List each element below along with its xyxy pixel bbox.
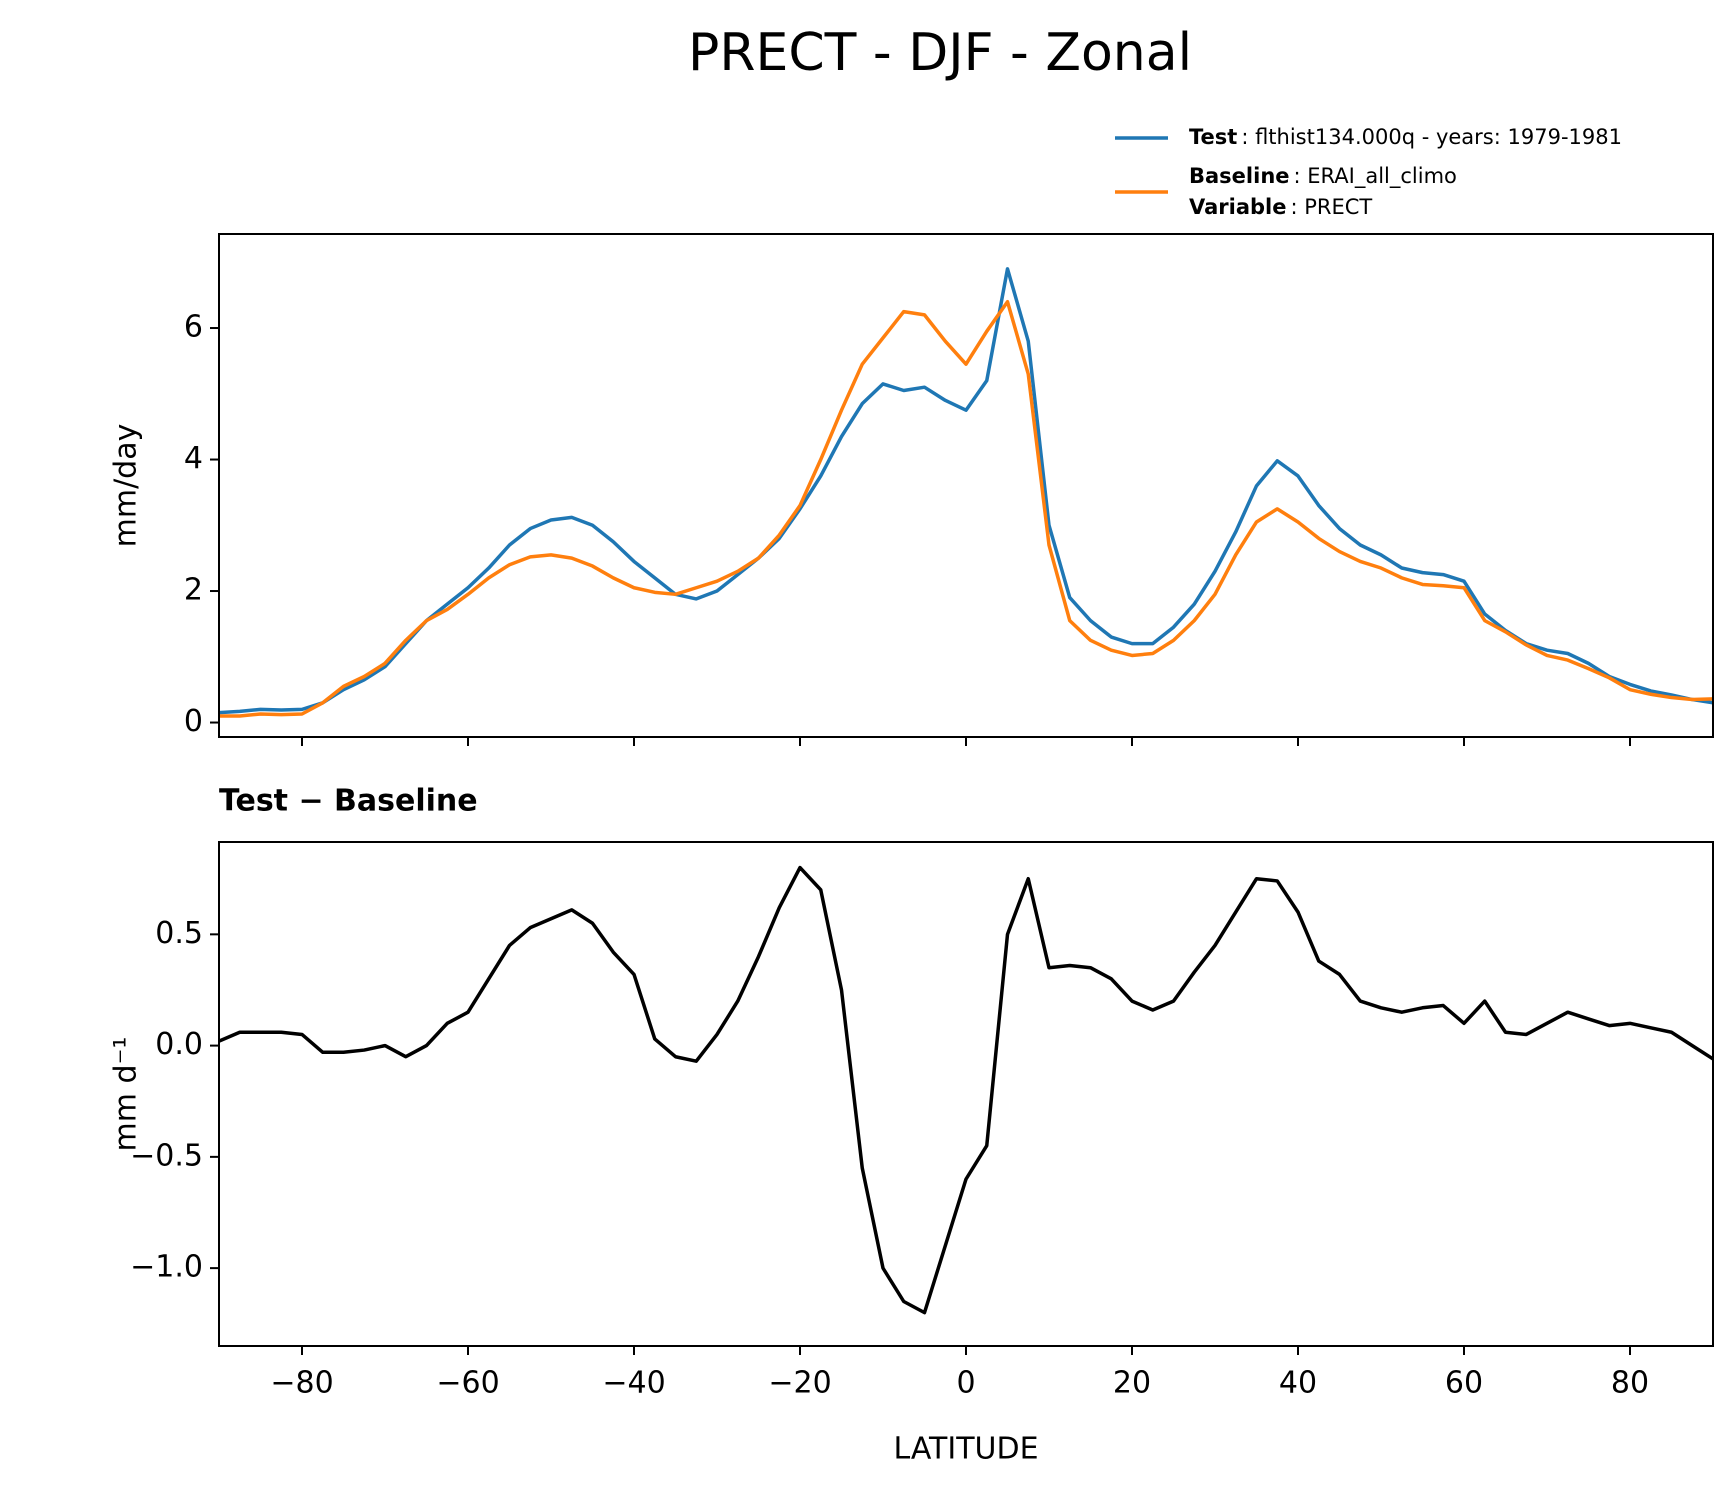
legend-text: : ERAI_all_climo (1294, 164, 1457, 189)
x-tick-label: −40 (602, 1366, 665, 1401)
y-tick-label: 0 (184, 704, 203, 739)
x-tick-label: 0 (956, 1366, 975, 1401)
y-tick-label: 0.5 (155, 916, 203, 951)
x-tick-label: −80 (270, 1366, 333, 1401)
y-tick-label: −0.5 (130, 1138, 203, 1173)
legend-name: Test (1189, 125, 1237, 149)
x-tick-label: −60 (436, 1366, 499, 1401)
data-line (219, 299, 1713, 718)
y-axis-label: mm/day (109, 424, 144, 548)
axes-frame (218, 841, 1714, 1347)
legend-name: Variable (1189, 195, 1286, 219)
x-tick-label: 40 (1279, 1366, 1317, 1401)
y-tick-label: 6 (184, 310, 203, 345)
x-tick-label: 20 (1113, 1366, 1151, 1401)
y-tick-label: 4 (184, 441, 203, 476)
legend-entry: Test: flthist134.000q - years: 1979-1981 (1189, 125, 1622, 149)
legend-entry: Baseline: ERAI_all_climo (1189, 164, 1457, 189)
axes-title: Test − Baseline (219, 784, 478, 819)
y-tick-label: 2 (184, 573, 203, 608)
y-axis-label: mm d⁻¹ (109, 1037, 144, 1152)
figure-title: PRECT - DJF - Zonal (688, 23, 1192, 83)
plot-area (219, 865, 1713, 1315)
legend-name: Baseline (1189, 164, 1290, 188)
legend-text: : flthist134.000q - years: 1979-1981 (1241, 125, 1622, 149)
y-tick-label: −1.0 (130, 1250, 203, 1285)
plot-area (219, 267, 1713, 718)
x-axis-label: LATITUDE (893, 1432, 1038, 1467)
legend-entry: Variable: PRECT (1189, 195, 1372, 219)
data-line (219, 865, 1713, 1315)
x-tick-label: −20 (768, 1366, 831, 1401)
axes-frame (218, 233, 1714, 738)
x-tick-label: 80 (1611, 1366, 1649, 1401)
x-tick-label: 60 (1445, 1366, 1483, 1401)
y-tick-label: 0.0 (155, 1027, 203, 1062)
data-line (219, 267, 1713, 715)
legend-text: : PRECT (1290, 195, 1372, 219)
